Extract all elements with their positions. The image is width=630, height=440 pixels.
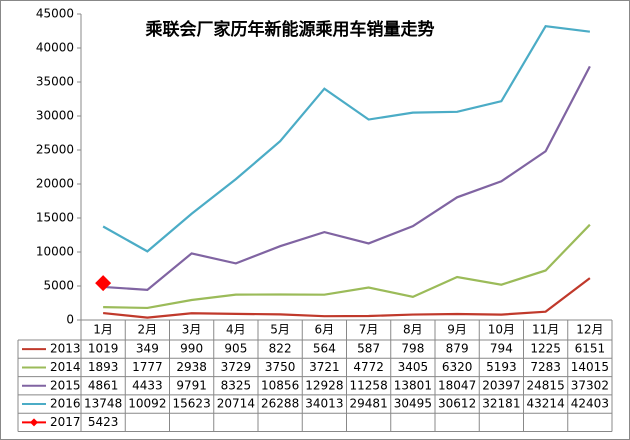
x-tick-label: 10月 <box>488 323 515 337</box>
table-value: 14015 <box>571 360 609 374</box>
series-line <box>103 223 591 310</box>
table-value: 34013 <box>305 397 343 411</box>
table-value: 20714 <box>217 397 255 411</box>
table-value: 1893 <box>88 360 119 374</box>
table-value: 29481 <box>350 397 388 411</box>
legend-label: 2014 <box>50 360 81 374</box>
x-tick-label: 6月 <box>315 323 335 337</box>
y-tick-label: 25000 <box>36 143 74 157</box>
x-tick-label: 12月 <box>576 323 603 337</box>
table-value: 1225 <box>530 342 561 356</box>
table-value: 20397 <box>482 378 520 392</box>
x-tick-label: 2月 <box>138 323 158 337</box>
table-value: 10092 <box>128 397 166 411</box>
series-line <box>103 65 591 291</box>
legend-marker <box>30 418 38 427</box>
table-value: 13801 <box>394 378 432 392</box>
table-value: 12928 <box>305 378 343 392</box>
table-value: 13748 <box>84 397 122 411</box>
table-value: 43214 <box>527 397 565 411</box>
legend-label: 2013 <box>50 342 81 356</box>
table-value: 15623 <box>173 397 211 411</box>
table-value: 4861 <box>88 378 119 392</box>
y-tick-label: 35000 <box>36 75 74 89</box>
table-value: 6320 <box>442 360 473 374</box>
legend-label: 2017 <box>50 415 81 429</box>
table-value: 990 <box>180 342 203 356</box>
table-value: 3405 <box>398 360 429 374</box>
y-tick-label: 5000 <box>43 279 74 293</box>
series-line <box>102 24 591 253</box>
y-tick-label: 10000 <box>36 245 74 259</box>
table-value: 587 <box>357 342 380 356</box>
table-value: 794 <box>490 342 513 356</box>
table-value: 4772 <box>353 360 384 374</box>
table-value: 30495 <box>394 397 432 411</box>
marker <box>95 275 112 292</box>
table-value: 30612 <box>438 397 476 411</box>
table-value: 37302 <box>571 378 609 392</box>
x-tick-label: 5月 <box>270 323 290 337</box>
y-tick-label: 20000 <box>36 177 74 191</box>
table-value: 3721 <box>309 360 340 374</box>
x-tick-label: 8月 <box>403 323 423 337</box>
table-value: 2938 <box>176 360 207 374</box>
y-tick-label: 0 <box>66 313 74 327</box>
table-value: 6151 <box>575 342 606 356</box>
x-tick-label: 7月 <box>359 323 379 337</box>
x-tick-label: 11月 <box>532 323 559 337</box>
table-value: 798 <box>401 342 424 356</box>
legend-label: 2015 <box>50 378 81 392</box>
x-tick-label: 3月 <box>182 323 202 337</box>
table-value: 1777 <box>132 360 163 374</box>
table-value: 4433 <box>132 378 163 392</box>
table-value: 8325 <box>221 378 252 392</box>
table-value: 349 <box>136 342 159 356</box>
chart-title: 乘联会厂家历年新能源乘用车销量走势 <box>145 19 435 40</box>
series-line <box>103 277 591 319</box>
table-value: 24815 <box>527 378 565 392</box>
table-value: 32181 <box>482 397 520 411</box>
y-tick-label: 45000 <box>36 7 74 21</box>
table-value: 564 <box>313 342 336 356</box>
x-tick-label: 1月 <box>93 323 113 337</box>
table-value: 26288 <box>261 397 299 411</box>
table-value: 1019 <box>88 342 119 356</box>
x-tick-label: 9月 <box>447 323 467 337</box>
table-value: 905 <box>224 342 247 356</box>
table-value: 18047 <box>438 378 476 392</box>
y-tick-label: 30000 <box>36 109 74 123</box>
table-value: 9791 <box>176 378 207 392</box>
table-value: 5193 <box>486 360 517 374</box>
table-value: 3729 <box>221 360 252 374</box>
table-value: 7283 <box>530 360 561 374</box>
table-value: 5423 <box>88 415 119 429</box>
table-value: 879 <box>446 342 469 356</box>
y-tick-label: 15000 <box>36 211 74 225</box>
table-value: 11258 <box>350 378 388 392</box>
table-value: 822 <box>269 342 292 356</box>
legend-label: 2016 <box>50 397 81 411</box>
table-value: 10856 <box>261 378 299 392</box>
table-value: 3750 <box>265 360 296 374</box>
y-tick-label: 40000 <box>36 41 74 55</box>
table-value: 42403 <box>571 397 609 411</box>
x-tick-label: 4月 <box>226 323 246 337</box>
